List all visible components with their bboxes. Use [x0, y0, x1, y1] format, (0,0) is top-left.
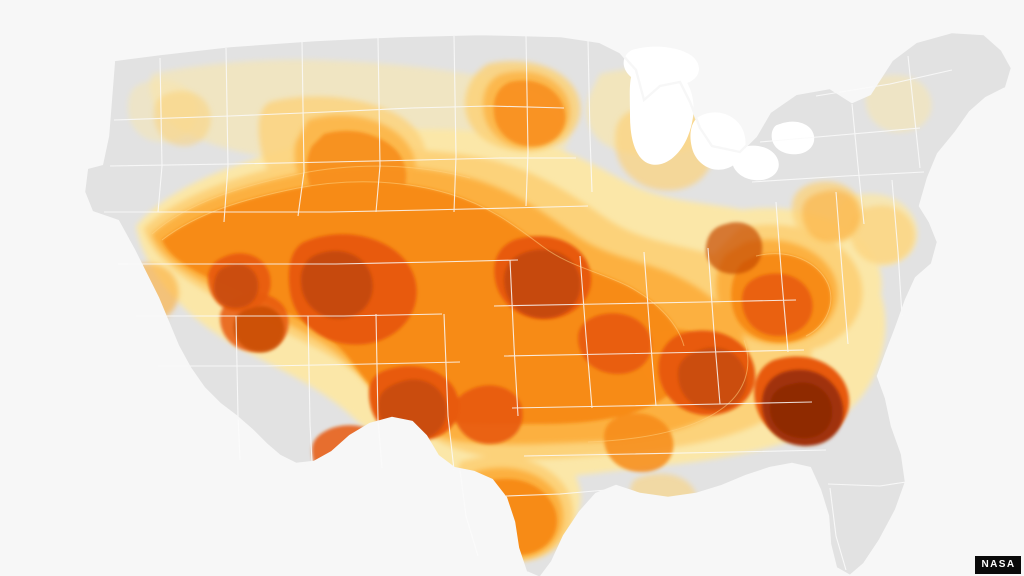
lake-ontario — [771, 121, 815, 155]
great-lakes-layer — [623, 46, 815, 181]
us-drought-choropleth-map[interactable] — [40, 16, 1024, 576]
contour-outlines — [151, 165, 832, 443]
us-coastline — [82, 30, 1014, 576]
drought-map-figure — [40, 16, 1024, 576]
lake-erie — [731, 145, 779, 181]
lake-michigan — [629, 63, 694, 165]
state-borders-layer — [104, 35, 953, 571]
nasa-watermark-label: NASA — [981, 559, 1016, 570]
coastline-layer — [82, 30, 1014, 576]
lake-superior — [623, 46, 699, 87]
lake-huron — [690, 112, 746, 170]
nasa-watermark-badge: NASA — [975, 556, 1021, 574]
band-peak-drought — [213, 222, 844, 446]
